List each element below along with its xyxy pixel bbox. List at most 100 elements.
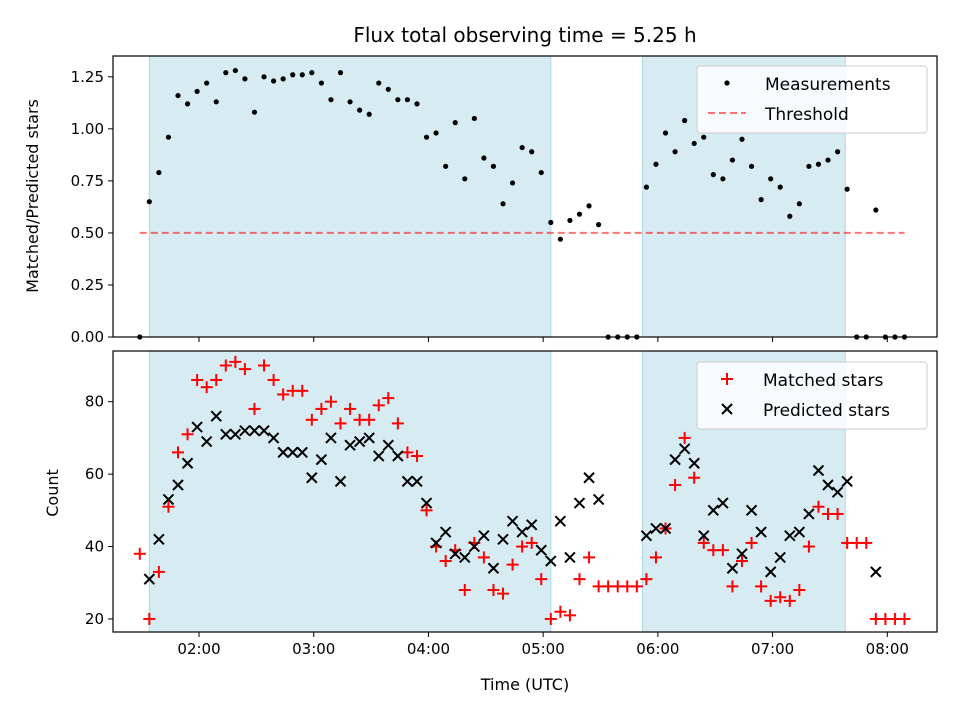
matched-star-point [516,540,529,553]
measurement-point [232,67,238,74]
predicted-star-point [812,464,825,477]
matched-star-point [181,428,194,441]
measurement-point [481,155,487,161]
matched-star-point [487,583,500,596]
top-y-axis-label: Matched/Predicted stars [23,99,42,293]
measurement-point [672,149,678,155]
measurement-point [739,136,745,142]
measurement-point [519,144,525,151]
predicted-star-point [373,450,385,462]
measurement-point [318,80,324,86]
measurement-point [682,117,688,124]
predicted-star-point [669,453,681,466]
bottom-panel: 20 40 60 80 02:00 03:00 04:00 05:00 06:00 07:00 08… [43,350,938,694]
predicted-star-point [545,555,557,567]
predicted-star-point [334,475,347,488]
predicted-star-point [525,519,538,531]
predicted-star-point [650,522,662,535]
matched-star-point [229,355,242,368]
predicted-star-point [583,472,595,484]
predicted-star-point [325,432,337,444]
matched-star-point [420,504,433,517]
predicted-star-point [736,548,748,560]
bottom-axes: 20 40 60 80 02:00 03:00 04:00 05:00 06:00 07:00 08… [85,393,909,658]
predicted-star-point [353,435,366,448]
measurement-point [748,163,755,169]
predicted-star-point [459,551,471,564]
matched-star-point [497,587,510,600]
measurement-point [662,130,669,136]
matched-star-point [258,359,271,372]
predicted-star-point [784,529,796,542]
matched-star-point [133,547,146,560]
predicted-star-point [774,551,786,564]
y-tick-label: 1.25 [71,68,104,86]
measurement-point [433,130,439,136]
observing-window-band [148,350,552,633]
top-legend-box [696,65,928,134]
measurement-point [490,163,497,169]
observing-window-band [148,55,552,338]
measurement-point [596,222,602,228]
measurement-point [299,72,305,78]
measurement-point [184,101,191,107]
top-plot-frame [112,55,938,338]
measurement-point [280,76,286,82]
matched-star-point [898,612,911,625]
matched-star-point [506,558,519,571]
predicted-star-point [200,435,213,448]
matched-star-point [210,373,223,386]
matched-star-point [363,413,376,426]
matched-star-point [324,395,337,408]
predicted-star-point [162,493,175,506]
matched-star-point [191,373,204,386]
measurement-point [758,197,764,203]
matched-star-point [640,573,653,586]
matched-star-point [219,359,232,372]
predicted-star-point [478,529,490,542]
matched-star-point [439,555,452,568]
measurement-point [768,176,774,182]
matched-star-point [745,536,758,549]
y-tick-label: 40 [85,538,104,556]
predicted-star-point [822,479,834,491]
predicted-star-point [707,504,720,517]
predicted-star-point [277,446,289,459]
matched-star-point [296,384,309,397]
matched-star-point [143,612,156,625]
measurement-point [204,80,210,86]
measurement-point [443,163,449,169]
x-tick-label: 05:00 [522,640,565,658]
predicted-star-point [172,479,184,491]
matched-star-point [401,446,414,459]
predicted-star-point [516,526,528,538]
legend-threshold-label: Threshold [764,105,849,125]
predicted-star-point [220,428,232,440]
matched-star-point [583,551,596,564]
measurement-point [423,134,430,140]
top-data-layer [137,67,908,340]
predicted-star-point [564,551,576,564]
predicted-star-point [439,526,452,538]
matched-star-point [477,551,490,564]
measurement-point [557,236,563,242]
predicted-star-point [640,529,653,542]
matched-star-point [764,594,777,607]
predicted-star-point [449,548,461,560]
measurement-point [844,186,850,192]
x-axis-label: Time (UTC) [480,675,569,694]
predicted-star-point [497,533,509,546]
measurement-point [213,99,219,105]
matched-star-point [334,417,347,430]
matched-star-point [774,591,787,604]
y-tick-label: 1.00 [71,120,104,138]
matched-star-point [793,583,806,596]
predicted-star-point [506,515,519,527]
predicted-star-point [306,472,318,484]
measurement-point [242,76,248,82]
matched-star-point [860,536,873,549]
measurement-point [701,134,707,140]
matched-star-point [458,583,471,596]
measurement-point [796,201,802,207]
measurement-point [777,184,783,190]
